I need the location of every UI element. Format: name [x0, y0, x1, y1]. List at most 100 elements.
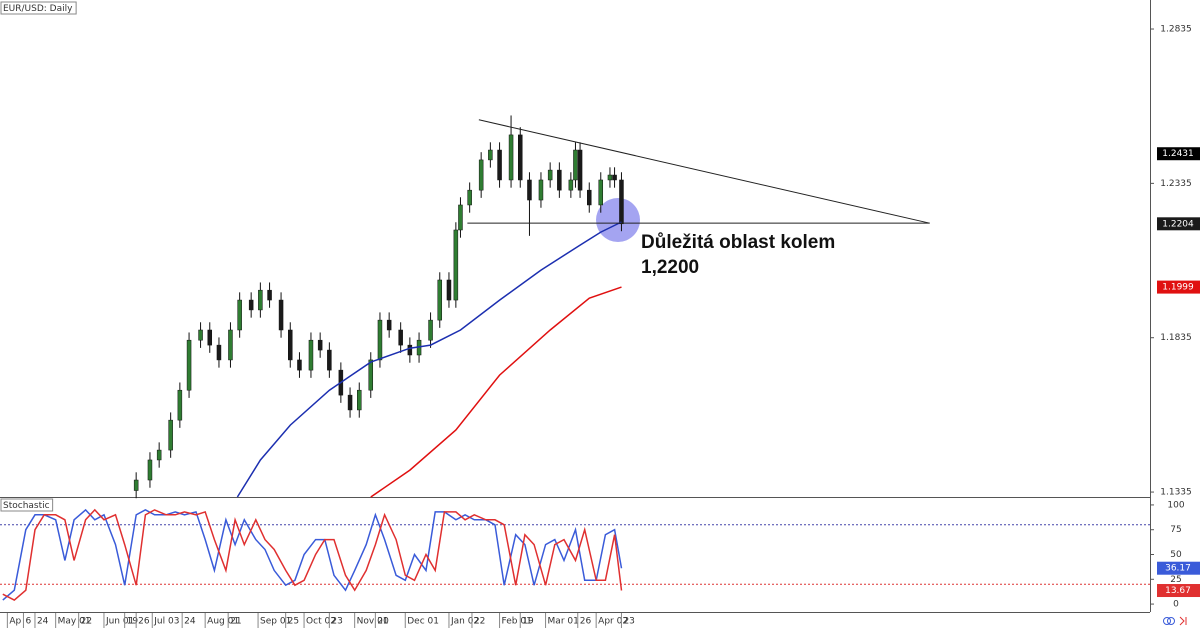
icon — [1163, 617, 1171, 625]
candle-body — [198, 329, 203, 341]
price-tag-bg — [1157, 280, 1200, 294]
candle-body — [237, 299, 242, 331]
candle-body — [538, 179, 544, 201]
price-tag-bg — [1157, 561, 1200, 575]
candle-body — [607, 174, 613, 181]
price-tag: 13.67 — [1165, 586, 1191, 596]
x-tick-label: 22 — [81, 617, 92, 627]
candle-body — [386, 319, 392, 331]
candle-body — [133, 479, 139, 491]
candle-body — [612, 174, 617, 181]
candle-body — [619, 179, 624, 225]
x-tick-label: Oct 02 — [306, 617, 336, 627]
candle-body — [186, 339, 192, 391]
price-tag-bg — [1157, 217, 1200, 231]
y-tick-label: 100 — [1167, 500, 1184, 510]
x-tick-label: 19 — [522, 617, 534, 627]
stochastic-line — [2, 508, 623, 601]
price-tag: 36.17 — [1165, 564, 1191, 574]
candle-body — [398, 329, 403, 346]
candle-body — [547, 169, 553, 181]
x-tick-label: Sep 01 — [260, 617, 291, 627]
candle-body — [488, 149, 493, 161]
candle-body — [428, 319, 433, 341]
y-tick-label: 0 — [1173, 600, 1179, 610]
candle-body — [357, 389, 362, 411]
x-tick-label: Jul 03 — [153, 617, 179, 627]
y-tick-label: 75 — [1170, 525, 1181, 535]
icon — [1179, 616, 1187, 626]
x-tick-label: 20 — [377, 617, 389, 627]
highlight-circle — [596, 198, 640, 242]
candle-body — [467, 189, 472, 206]
x-tick-label: 25 — [288, 617, 299, 627]
candle-body — [407, 344, 413, 356]
x-tick-label: 22 — [474, 617, 485, 627]
x-tick-label: 19 — [127, 617, 139, 627]
x-tick-label: Aug 01 — [207, 617, 239, 627]
candle-body — [587, 189, 592, 206]
candle-body — [577, 149, 583, 191]
candle-body — [368, 359, 374, 391]
icon — [1167, 617, 1175, 625]
corner-icons — [1163, 616, 1187, 626]
price-tag-bg — [1157, 147, 1200, 161]
candle-body — [156, 449, 162, 461]
candle-body — [248, 299, 254, 311]
x-tick-label: 23 — [331, 617, 342, 627]
annotation-line: Důležitá oblast kolem — [641, 232, 835, 253]
x-tick-label: 23 — [623, 617, 634, 627]
candle-body — [518, 134, 523, 181]
panel-title: EUR/USD: Daily — [3, 4, 73, 14]
x-tick-label: 26 — [138, 617, 150, 627]
price-tag: 1.1999 — [1162, 283, 1194, 293]
price-tag: 1.2431 — [1162, 149, 1194, 159]
candle-body — [573, 149, 578, 181]
candle-body — [478, 159, 484, 191]
y-tick-label: 1.2835 — [1160, 25, 1192, 35]
x-tick-label: Feb 01 — [502, 617, 532, 627]
candle-body — [177, 389, 183, 421]
candle-body — [437, 279, 443, 321]
moving-average — [236, 221, 622, 498]
candle-body — [317, 339, 323, 351]
x-tick-label: Mar 01 — [548, 617, 579, 627]
candle-body — [557, 169, 562, 191]
trendline — [478, 119, 930, 224]
candle-body — [267, 289, 272, 301]
x-tick-label: Ap — [9, 617, 21, 627]
candle-body — [278, 299, 284, 331]
x-tick-label: Jun 01 — [105, 617, 134, 627]
candle-body — [207, 329, 213, 346]
candle-body — [508, 134, 514, 181]
candle-body — [228, 329, 233, 361]
annotation-line: 1,2200 — [641, 257, 699, 278]
x-tick-label: Dec 01 — [407, 617, 439, 627]
candle-body — [216, 344, 222, 361]
panel-title: Stochastic — [3, 501, 50, 511]
candle-body — [258, 289, 263, 311]
candle-body — [377, 319, 383, 361]
panel-title-bg — [0, 1, 77, 15]
y-tick-label: 1.1335 — [1160, 488, 1192, 498]
candle-body — [598, 179, 604, 206]
y-tick-label: 1.1835 — [1160, 333, 1192, 343]
candle-body — [297, 359, 302, 371]
price-tag-bg — [1157, 584, 1200, 598]
y-tick-label: 50 — [1170, 550, 1182, 560]
y-tick-label: 25 — [1170, 575, 1181, 585]
candle-body — [453, 229, 459, 301]
x-tick-label: 26 — [580, 617, 592, 627]
x-tick-label: Jan 02 — [450, 617, 479, 627]
x-tick-label: Apr 02 — [598, 617, 628, 627]
candle-body — [446, 279, 452, 301]
x-tick-label: 21 — [230, 617, 241, 627]
candle-body — [497, 149, 502, 181]
stochastic-line — [2, 508, 623, 601]
y-tick-label: 1.2335 — [1160, 179, 1192, 189]
panel-title-bg — [0, 498, 54, 512]
candle-body — [147, 459, 153, 481]
candle-body — [458, 204, 463, 231]
